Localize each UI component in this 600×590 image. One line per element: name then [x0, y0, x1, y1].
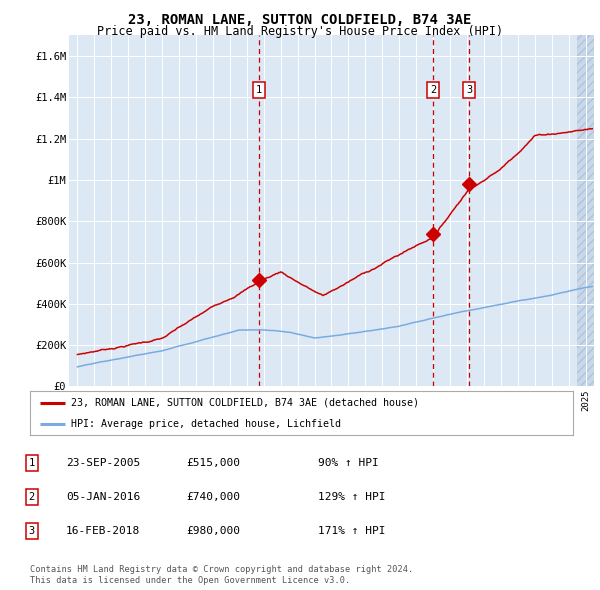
Text: £515,000: £515,000: [186, 458, 240, 468]
Text: HPI: Average price, detached house, Lichfield: HPI: Average price, detached house, Lich…: [71, 419, 341, 429]
Text: 23, ROMAN LANE, SUTTON COLDFIELD, B74 3AE: 23, ROMAN LANE, SUTTON COLDFIELD, B74 3A…: [128, 13, 472, 27]
Text: 3: 3: [466, 85, 472, 95]
Bar: [577, 35, 600, 386]
Text: 3: 3: [29, 526, 35, 536]
Text: 23, ROMAN LANE, SUTTON COLDFIELD, B74 3AE (detached house): 23, ROMAN LANE, SUTTON COLDFIELD, B74 3A…: [71, 398, 419, 408]
Text: 90% ↑ HPI: 90% ↑ HPI: [318, 458, 379, 468]
Text: £980,000: £980,000: [186, 526, 240, 536]
Text: 2: 2: [29, 492, 35, 502]
Text: 23-SEP-2005: 23-SEP-2005: [66, 458, 140, 468]
Text: 129% ↑ HPI: 129% ↑ HPI: [318, 492, 386, 502]
Text: Price paid vs. HM Land Registry's House Price Index (HPI): Price paid vs. HM Land Registry's House …: [97, 25, 503, 38]
Text: 1: 1: [29, 458, 35, 468]
Text: 16-FEB-2018: 16-FEB-2018: [66, 526, 140, 536]
Text: Contains HM Land Registry data © Crown copyright and database right 2024.
This d: Contains HM Land Registry data © Crown c…: [30, 565, 413, 585]
Text: £740,000: £740,000: [186, 492, 240, 502]
Text: 2: 2: [430, 85, 437, 95]
Text: 171% ↑ HPI: 171% ↑ HPI: [318, 526, 386, 536]
Text: 05-JAN-2016: 05-JAN-2016: [66, 492, 140, 502]
Text: 1: 1: [256, 85, 262, 95]
